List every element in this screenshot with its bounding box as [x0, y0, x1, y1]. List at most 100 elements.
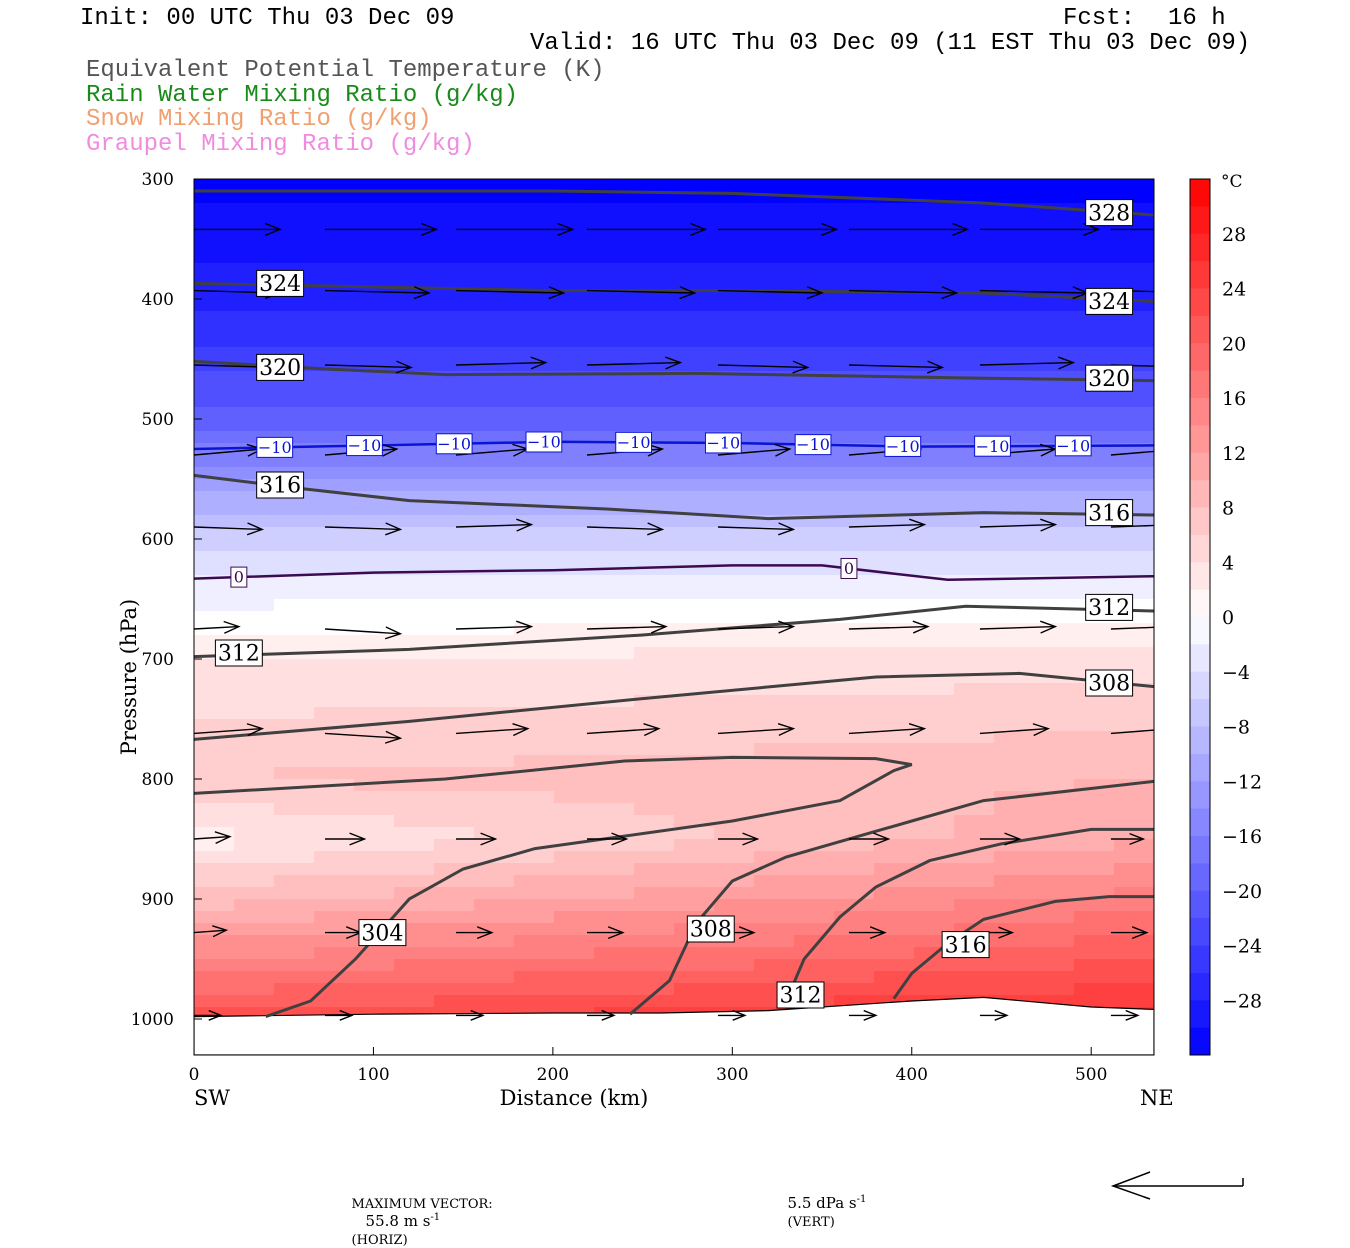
temperature-cell	[474, 383, 515, 396]
temperature-cell	[434, 539, 475, 552]
terrain-fill	[194, 996, 1154, 1055]
temperature-cell	[554, 743, 595, 756]
vert-max-value: 5.5 dPa s	[787, 1194, 857, 1212]
temperature-cell	[754, 383, 795, 396]
temperature-cell	[1034, 767, 1075, 780]
temperature-cell	[234, 179, 275, 192]
temperature-cell	[1074, 563, 1115, 576]
temperature-cell	[874, 275, 915, 288]
colorbar-bin	[1190, 288, 1210, 317]
colorbar-tick-label: −28	[1222, 990, 1262, 1012]
temperature-cell	[394, 983, 435, 996]
temperature-cell	[794, 659, 835, 672]
temperature-cell	[194, 239, 235, 252]
temperature-cell	[914, 563, 955, 576]
temperature-cell	[554, 323, 595, 336]
temperature-cell	[714, 551, 755, 564]
temperature-cell	[594, 263, 635, 276]
temperature-cell	[994, 755, 1035, 768]
temperature-cell	[354, 299, 395, 312]
temperature-cell	[554, 947, 595, 960]
temperature-cell	[954, 635, 995, 648]
temperature-cell	[874, 959, 915, 972]
temperature-cell	[594, 671, 635, 684]
theta-e-label: 328	[1085, 199, 1134, 226]
colorbar-tick-label: 20	[1222, 333, 1246, 355]
temperature-cell	[314, 395, 355, 408]
temperature-cell	[674, 995, 715, 1008]
temperature-cell	[434, 947, 475, 960]
temperature-cell	[714, 299, 755, 312]
temperature-cell	[274, 671, 315, 684]
svg-text:0: 0	[234, 568, 244, 587]
temperature-cell	[514, 755, 555, 768]
temperature-cell	[554, 443, 595, 456]
temperature-cell	[794, 935, 835, 948]
temperature-cell	[954, 803, 995, 816]
temperature-cell	[994, 611, 1035, 624]
temperature-cell	[914, 179, 955, 192]
isotherm-label: −10	[974, 435, 1011, 457]
svg-text:312: 312	[780, 984, 822, 1009]
temperature-cell	[674, 203, 715, 216]
temperature-cell	[634, 323, 675, 336]
temperature-cell	[1074, 743, 1115, 756]
x-tick-label: 200	[537, 1065, 569, 1085]
temperature-cell	[1034, 971, 1075, 984]
wind-vector	[717, 723, 796, 737]
temperature-cell	[394, 335, 435, 348]
temperature-cell	[674, 359, 715, 372]
temperature-cell	[434, 851, 475, 864]
temperature-cell	[994, 683, 1035, 696]
temperature-cell	[914, 827, 955, 840]
temperature-cell	[1034, 263, 1075, 276]
temperature-cell	[714, 695, 755, 708]
temperature-cell	[1114, 815, 1154, 828]
temperature-cell	[474, 311, 515, 324]
temperature-cell	[914, 851, 955, 864]
temperature-cell	[1114, 659, 1154, 672]
temperature-cell	[954, 719, 995, 732]
temperature-cell	[754, 503, 795, 516]
temperature-cell	[754, 479, 795, 492]
temperature-cell	[914, 743, 955, 756]
temperature-cell	[474, 419, 515, 432]
temperature-cell	[474, 839, 515, 852]
temperature-cell	[234, 239, 275, 252]
temperature-cell	[394, 683, 435, 696]
temperature-cell	[314, 263, 355, 276]
temperature-cell	[754, 311, 795, 324]
temperature-cell	[834, 815, 875, 828]
temperature-cell	[554, 203, 595, 216]
theta-e-label: 316	[1085, 499, 1134, 526]
temperature-cell	[1074, 971, 1115, 984]
colorbar-tick-label: −16	[1222, 826, 1262, 848]
temperature-cell	[874, 359, 915, 372]
temperature-cell	[314, 347, 355, 360]
temperature-cell	[1074, 983, 1115, 996]
temperature-cell	[194, 803, 235, 816]
temperature-cell	[434, 611, 475, 624]
temperature-cell	[954, 179, 995, 192]
temperature-cell	[754, 407, 795, 420]
theta-e-label: 308	[686, 915, 735, 943]
temperature-cell	[714, 947, 755, 960]
temperature-cell	[514, 791, 555, 804]
temperature-cell	[354, 899, 395, 912]
temperature-cell	[674, 575, 715, 588]
colorbar-bin	[1190, 562, 1210, 591]
svg-text:304: 304	[361, 921, 403, 946]
wind-vector	[324, 832, 367, 846]
temperature-cell	[554, 959, 595, 972]
temperature-cell	[514, 515, 555, 528]
temperature-cell	[914, 359, 955, 372]
temperature-cell	[1034, 455, 1075, 468]
temperature-cell	[554, 659, 595, 672]
temperature-cell	[594, 551, 635, 564]
temperature-cell	[234, 959, 275, 972]
temperature-cell	[394, 971, 435, 984]
temperature-cell	[554, 995, 595, 1008]
temperature-cell	[1034, 743, 1075, 756]
temperature-cell	[514, 875, 555, 888]
temperature-cell	[434, 551, 475, 564]
